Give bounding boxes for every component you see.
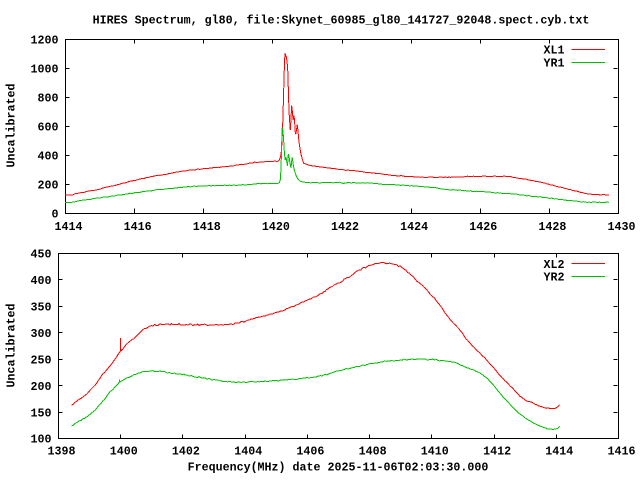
svg-text:YR2: YR2 bbox=[544, 271, 565, 285]
svg-text:600: 600 bbox=[38, 121, 59, 135]
svg-text:800: 800 bbox=[38, 92, 59, 106]
svg-text:450: 450 bbox=[31, 248, 52, 262]
svg-text:1410: 1410 bbox=[421, 445, 449, 459]
svg-text:1400: 1400 bbox=[110, 445, 138, 459]
svg-text:1402: 1402 bbox=[172, 445, 200, 459]
svg-text:1408: 1408 bbox=[359, 445, 387, 459]
svg-text:1418: 1418 bbox=[193, 220, 221, 234]
svg-text:250: 250 bbox=[31, 353, 52, 367]
svg-text:0: 0 bbox=[52, 208, 59, 222]
svg-text:XL1: XL1 bbox=[544, 44, 565, 58]
svg-text:Uncalibrated: Uncalibrated bbox=[5, 304, 19, 388]
svg-text:1426: 1426 bbox=[469, 220, 497, 234]
svg-text:200: 200 bbox=[38, 179, 59, 193]
svg-text:1414: 1414 bbox=[545, 445, 573, 459]
svg-text:350: 350 bbox=[31, 301, 52, 315]
svg-text:1416: 1416 bbox=[608, 445, 636, 459]
svg-text:150: 150 bbox=[31, 406, 52, 420]
svg-text:100: 100 bbox=[31, 433, 52, 447]
svg-text:1422: 1422 bbox=[331, 220, 359, 234]
svg-text:1398: 1398 bbox=[48, 445, 76, 459]
svg-text:1428: 1428 bbox=[538, 220, 566, 234]
svg-text:300: 300 bbox=[31, 327, 52, 341]
svg-text:1430: 1430 bbox=[608, 220, 636, 234]
svg-text:400: 400 bbox=[31, 274, 52, 288]
svg-text:1412: 1412 bbox=[483, 445, 511, 459]
svg-text:1000: 1000 bbox=[31, 63, 59, 77]
svg-text:1416: 1416 bbox=[124, 220, 152, 234]
svg-text:1406: 1406 bbox=[296, 445, 324, 459]
svg-text:1200: 1200 bbox=[31, 34, 59, 48]
svg-text:400: 400 bbox=[38, 150, 59, 164]
svg-text:1404: 1404 bbox=[234, 445, 262, 459]
svg-text:Uncalibrated: Uncalibrated bbox=[5, 84, 19, 168]
svg-text:1420: 1420 bbox=[262, 220, 290, 234]
svg-text:1424: 1424 bbox=[400, 220, 428, 234]
svg-text:HIRES Spectrum, gl80, file:Sky: HIRES Spectrum, gl80, file:Skynet_60985_… bbox=[93, 13, 590, 27]
svg-text:200: 200 bbox=[31, 380, 52, 394]
svg-text:XL2: XL2 bbox=[544, 258, 565, 272]
svg-text:YR1: YR1 bbox=[544, 57, 565, 71]
svg-text:Frequency(MHz) date 2025-11-06: Frequency(MHz) date 2025-11-06T02:03:30.… bbox=[188, 460, 489, 474]
svg-text:1414: 1414 bbox=[55, 220, 83, 234]
